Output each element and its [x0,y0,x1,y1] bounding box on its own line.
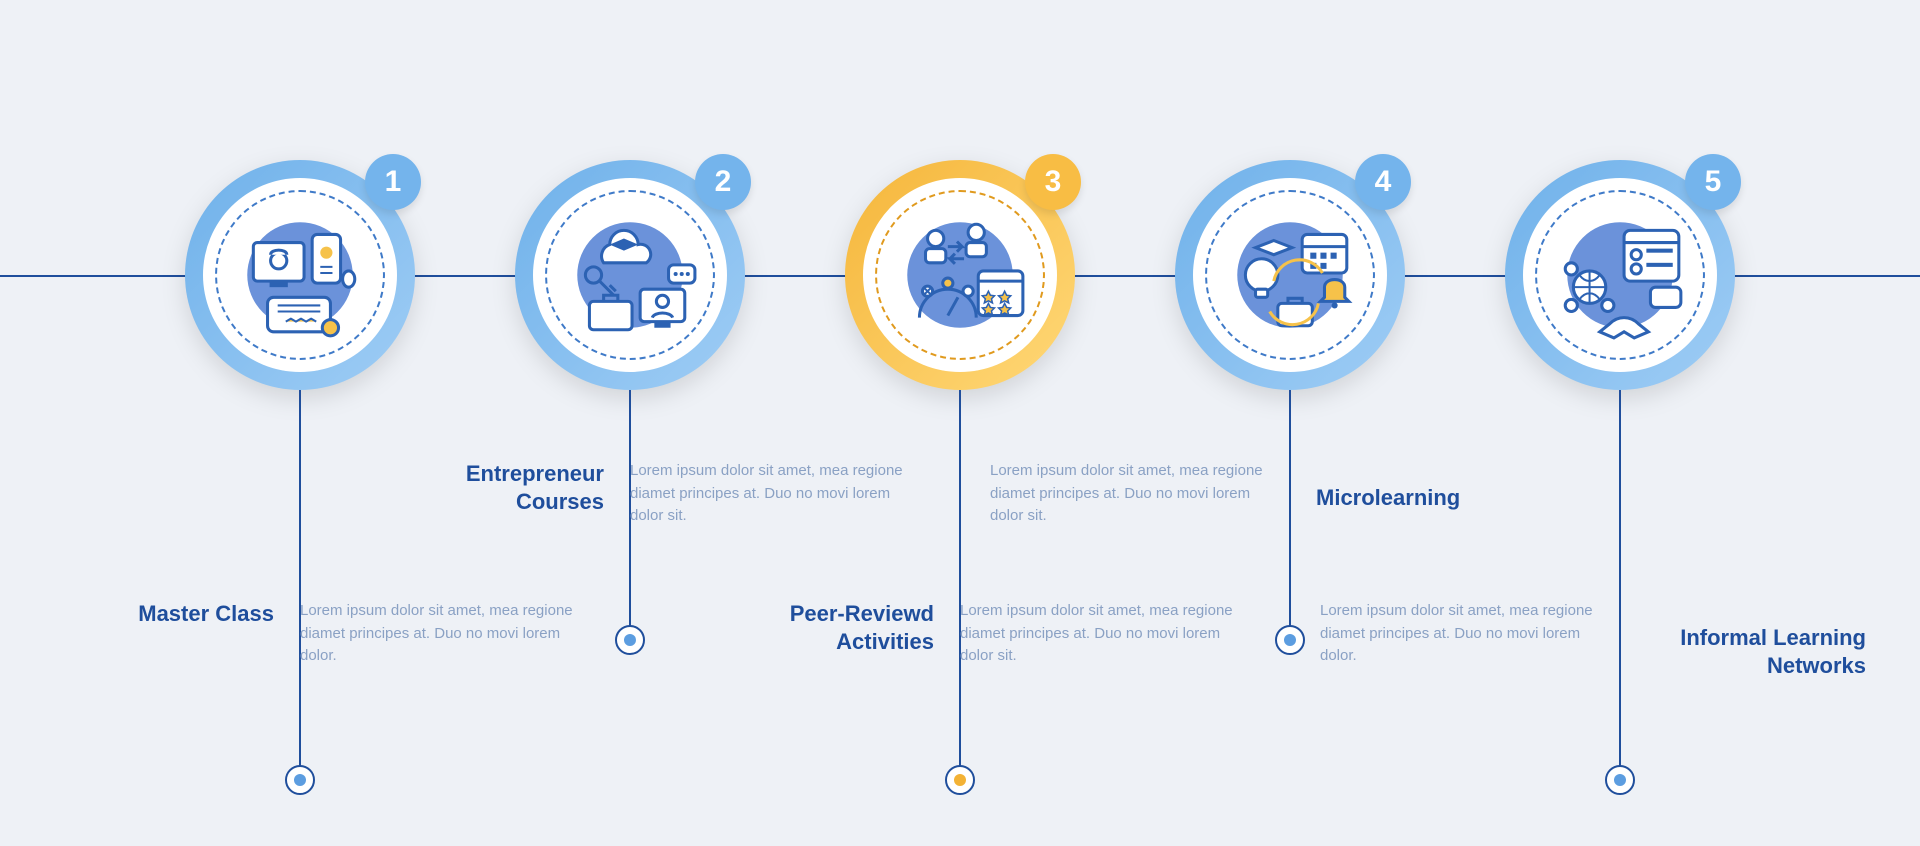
item-body: Lorem ipsum dolor sit amet, mea regione … [960,600,1250,668]
infographic-item: 3 [790,160,1130,390]
medallion: 4 [1175,160,1405,390]
connector-node-dot [954,774,966,786]
microlearning-icon [1219,204,1361,346]
connector-stem [1289,390,1291,640]
item-title: Entrepreneur Courses [434,460,604,515]
master-class-icon [229,204,371,346]
medallion: 1 [185,160,415,390]
connector-stem [959,390,961,780]
connector-node [945,765,975,795]
number-badge: 5 [1685,154,1741,210]
entrepreneur-icon [559,204,701,346]
item-body: Lorem ipsum dolor sit amet, mea regione … [1320,600,1594,668]
text-block: Entrepreneur Courses Lorem ipsum dolor si… [434,460,920,528]
item-title: Master Class [104,600,274,628]
text-block: Peer-Reviewd Activities Lorem ipsum dolor… [764,600,1250,668]
peer-review-icon [889,204,1031,346]
connector-node-dot [1284,634,1296,646]
connector-node-dot [624,634,636,646]
networks-icon [1549,204,1691,346]
infographic-item: 4 [1120,160,1460,390]
medallion: 5 [1505,160,1735,390]
connector-stem [299,390,301,780]
text-block: Master Class Lorem ipsum dolor sit amet, … [104,600,590,668]
connector-node [285,765,315,795]
number-badge: 3 [1025,154,1081,210]
item-title: Microlearning [1316,484,1536,512]
item-body: Lorem ipsum dolor sit amet, mea regione … [300,600,590,668]
item-title: Peer-Reviewd Activities [764,600,934,655]
connector-node [1275,625,1305,655]
infographic-item: 2 [460,160,800,390]
connector-stem [1619,390,1621,780]
item-body: Lorem ipsum dolor sit amet, mea regione … [630,460,920,528]
infographic-item: 1 [130,160,470,390]
connector-node-dot [294,774,306,786]
number-badge: 2 [695,154,751,210]
number-badge: 1 [365,154,421,210]
medallion: 2 [515,160,745,390]
infographic-stage: 12345 Master ClassLorem ipsum dolor sit … [0,0,1920,846]
number-badge: 4 [1355,154,1411,210]
connector-node [1605,765,1635,795]
medallion: 3 [845,160,1075,390]
item-title: Informal Learning Networks [1646,624,1866,679]
item-body: Lorem ipsum dolor sit amet, mea regione … [990,460,1264,528]
connector-node [615,625,645,655]
infographic-item: 5 [1450,160,1790,390]
connector-node-dot [1614,774,1626,786]
